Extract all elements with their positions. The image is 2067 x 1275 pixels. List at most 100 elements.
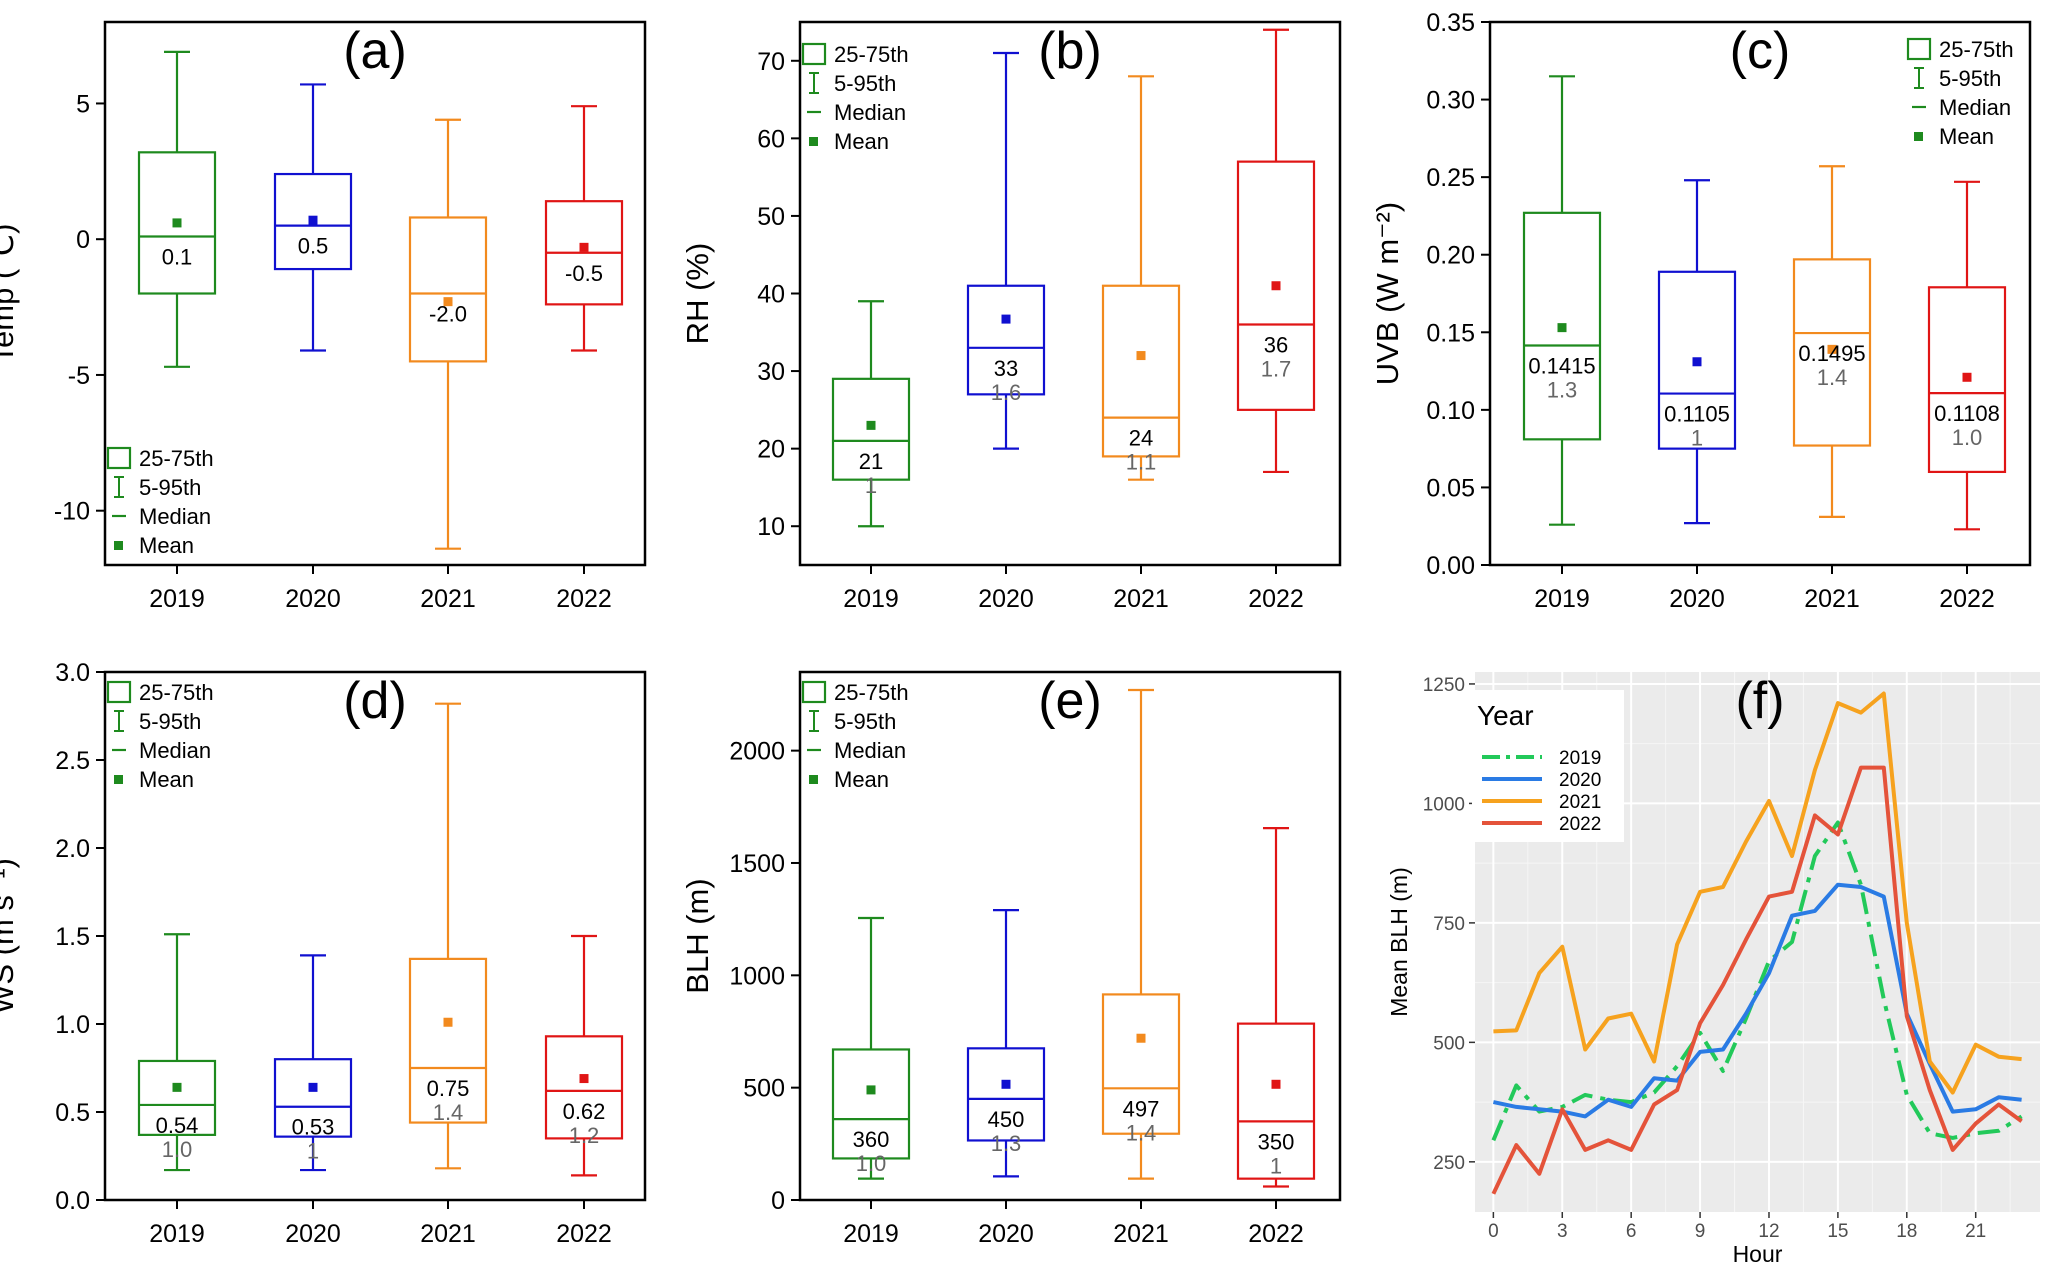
panel-label: (d) bbox=[343, 672, 407, 730]
box-2019: 0.541.0 bbox=[137, 933, 217, 1172]
iqr-box bbox=[831, 377, 911, 481]
x-tick-label: 2022 bbox=[1939, 585, 1995, 613]
legend-mean-icon bbox=[114, 541, 123, 550]
median-value-label: 24 bbox=[1129, 426, 1153, 451]
x-tick-label: 2022 bbox=[556, 585, 612, 613]
secondary-value-label: 1.7 bbox=[1261, 357, 1292, 382]
y-tick-label: 5 bbox=[76, 90, 90, 118]
y-tick-label: 40 bbox=[757, 281, 785, 309]
y-tick-label: 30 bbox=[757, 358, 785, 386]
panel-label: (e) bbox=[1038, 672, 1102, 730]
y-tick-label: 10 bbox=[757, 513, 785, 541]
legend-box-icon bbox=[801, 42, 827, 66]
legend-label: 25-75th bbox=[834, 42, 909, 67]
legend-title: Year bbox=[1477, 700, 1534, 731]
y-tick-label: 2.0 bbox=[55, 835, 90, 863]
x-tick-label: 2021 bbox=[420, 585, 476, 613]
secondary-value-label: 1.0 bbox=[162, 1137, 193, 1162]
secondary-value-label: 1.0 bbox=[856, 1151, 887, 1176]
iqr-box bbox=[544, 1035, 624, 1140]
secondary-value-label: 1.1 bbox=[1126, 450, 1157, 475]
y-tick-label: 0.5 bbox=[55, 1099, 90, 1127]
x-tick-label: 2019 bbox=[149, 1220, 205, 1248]
line-panel: 250 500 750 1000 1250 0 3 6 9 12 15 18 21 Hour Mean BL… bbox=[1386, 672, 2040, 1267]
mean-marker bbox=[1557, 323, 1567, 333]
legend-label: Median bbox=[139, 738, 211, 763]
axes-frame bbox=[103, 20, 647, 567]
median-value-label: 0.75 bbox=[427, 1076, 470, 1101]
y-axis-label: Mean BLH (m) bbox=[1386, 867, 1412, 1017]
iqr-box bbox=[966, 284, 1046, 396]
iqr-box bbox=[408, 216, 488, 363]
mean-marker bbox=[1962, 372, 1972, 382]
legend-label: 5-95th bbox=[1939, 66, 2001, 91]
y-tick-label: 1000 bbox=[1423, 794, 1465, 815]
secondary-value-label: 1.6 bbox=[991, 380, 1022, 405]
mean-marker bbox=[172, 1082, 182, 1092]
x-tick-label: 0 bbox=[1488, 1221, 1499, 1242]
x-tick-label: 2019 bbox=[843, 1220, 899, 1248]
y-axis-label: UVB (W m⁻²) bbox=[1370, 202, 1405, 385]
x-tick-label: 2020 bbox=[978, 1220, 1034, 1248]
y-tick-label: 60 bbox=[757, 125, 785, 153]
iqr-box bbox=[831, 1048, 911, 1160]
mean-marker bbox=[1692, 357, 1702, 367]
box-panel-3: 0.0 0.5 1.0 1.5 2.0 2.5 3.0 2019 2020 2021 2022 WS … bbox=[0, 659, 647, 1248]
legend-label: 25-75th bbox=[834, 680, 909, 705]
x-tick-label: 2019 bbox=[149, 585, 205, 613]
iqr-box bbox=[273, 1058, 353, 1138]
mean-marker bbox=[172, 218, 182, 228]
iqr-box bbox=[1657, 270, 1737, 450]
box-panel-0: -10 -5 0 5 2019 2020 2021 2022 Temp (℃) (a) 0.1 0.5… bbox=[0, 20, 647, 613]
box-2020: 0.531 bbox=[273, 954, 353, 1172]
legend: 25-75th 5-95th Median Mean bbox=[801, 42, 909, 154]
mean-marker bbox=[1827, 344, 1837, 354]
y-axis-label: RH (%) bbox=[680, 243, 715, 345]
y-tick-label: 0.20 bbox=[1426, 242, 1475, 270]
legend-box-icon bbox=[801, 680, 827, 704]
x-tick-label: 2020 bbox=[1669, 585, 1725, 613]
box-panel-2: 0.00 0.05 0.10 0.15 0.20 0.25 0.30 0.35 2019 2020… bbox=[1370, 9, 2032, 613]
box-2022: 0.621.2 bbox=[544, 934, 624, 1177]
x-tick-label: 6 bbox=[1626, 1221, 1637, 1242]
mean-marker bbox=[308, 215, 318, 225]
box-2022: 361.7 bbox=[1236, 28, 1316, 474]
iqr-box bbox=[1236, 1022, 1316, 1180]
x-tick-label: 21 bbox=[1965, 1221, 1986, 1242]
secondary-value-label: 1.3 bbox=[991, 1131, 1022, 1156]
median-value-label: 0.1415 bbox=[1528, 353, 1595, 378]
y-tick-label: 3.0 bbox=[55, 659, 90, 687]
legend: 25-75th 5-95th Median Mean bbox=[106, 446, 214, 558]
legend-label: 2020 bbox=[1559, 770, 1601, 791]
legend-label: 5-95th bbox=[834, 709, 896, 734]
y-tick-label: 0.00 bbox=[1426, 552, 1475, 580]
mean-marker bbox=[443, 297, 453, 307]
secondary-value-label: 1 bbox=[1270, 1153, 1282, 1178]
secondary-value-label: 1.4 bbox=[1126, 1120, 1157, 1145]
iqr-box bbox=[966, 1047, 1046, 1142]
legend-label: Mean bbox=[139, 533, 194, 558]
axes-frame bbox=[798, 670, 1342, 1202]
y-tick-label: 0.15 bbox=[1426, 319, 1475, 347]
iqr-box bbox=[137, 151, 217, 295]
iqr-box bbox=[1522, 211, 1602, 441]
y-tick-label: -5 bbox=[68, 362, 90, 390]
box-2021: -2.0 bbox=[408, 118, 488, 550]
legend-label: Median bbox=[1939, 95, 2011, 120]
x-tick-label: 2022 bbox=[1248, 585, 1304, 613]
y-tick-label: -10 bbox=[54, 498, 90, 526]
panel-label: (f) bbox=[1735, 672, 1784, 730]
y-tick-label: 70 bbox=[757, 48, 785, 76]
y-tick-label: 0 bbox=[76, 226, 90, 254]
y-tick-label: 2.5 bbox=[55, 747, 90, 775]
y-tick-label: 250 bbox=[1433, 1153, 1465, 1174]
median-value-label: 0.62 bbox=[563, 1099, 606, 1124]
mean-marker bbox=[866, 420, 876, 430]
y-tick-label: 1250 bbox=[1423, 675, 1465, 696]
y-tick-label: 0.30 bbox=[1426, 87, 1475, 115]
y-tick-label: 2000 bbox=[729, 738, 785, 766]
median-value-label: -0.5 bbox=[565, 261, 603, 286]
